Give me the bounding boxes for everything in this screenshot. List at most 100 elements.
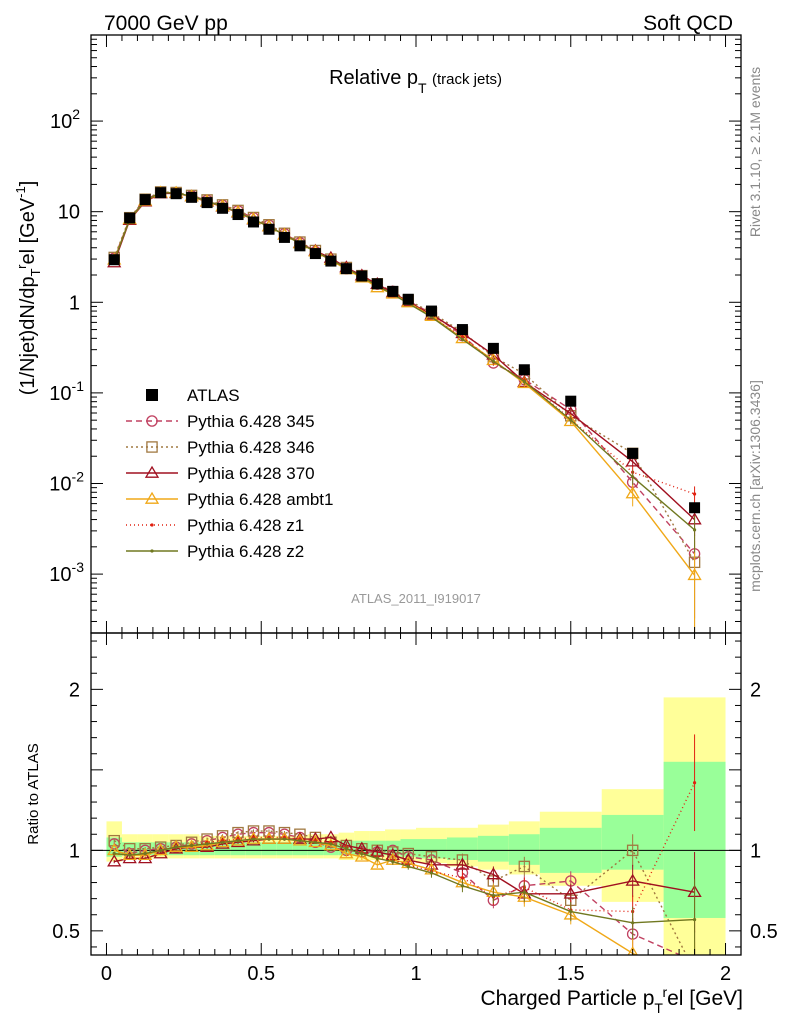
series-point-main: [522, 380, 526, 384]
series-point-ratio: [522, 890, 526, 894]
ratio-panel-series: [107, 734, 702, 976]
series-point-ratio: [689, 966, 699, 976]
series-point-ratio: [689, 956, 699, 966]
x-axis-label: Charged Particle pTrel [GeV]: [480, 984, 743, 1016]
series-point-ratio: [107, 854, 122, 867]
legend-label: Pythia 6.428 345: [187, 412, 315, 431]
atlas-data-point: [217, 202, 229, 214]
series-point-ratio: [267, 837, 271, 841]
series-point-ratio: [569, 909, 573, 914]
main-y-tick-label: 10-1: [49, 378, 84, 405]
series-point-ratio: [625, 873, 640, 886]
legend-label: Pythia 6.428 370: [187, 464, 315, 483]
atlas-data-point: [518, 364, 530, 376]
legend-entry: Pythia 6.428 z1: [126, 516, 304, 535]
main-y-tick-label: 1: [69, 292, 80, 314]
main-y-tick-label: 10: [58, 202, 80, 224]
series-point-ratio: [339, 846, 354, 859]
series-point-main: [625, 486, 640, 499]
atlas-data-point: [325, 255, 337, 267]
ratio-y-axis-label: Ratio to ATLAS: [25, 743, 42, 844]
x-tick-label: 0: [101, 963, 112, 985]
legend-marker: [146, 441, 158, 453]
series-point-ratio: [329, 842, 333, 846]
series-point-ratio: [631, 921, 635, 925]
ratio-y-tick-label-left: 1: [69, 840, 80, 862]
series-point-main: [625, 454, 640, 467]
series-point-ratio: [518, 860, 531, 873]
chart-title-sub: T: [418, 80, 427, 96]
legend-label: Pythia 6.428 346: [187, 438, 315, 457]
atlas-data-point: [340, 263, 352, 275]
series-point-main: [692, 528, 697, 532]
chart-title: Relative p: [329, 67, 418, 89]
series-point-ratio: [112, 851, 116, 856]
ylabel-part4: el [GeV: [17, 197, 39, 264]
legend-entry: ATLAS: [146, 386, 240, 405]
series-point-main: [460, 337, 465, 341]
series-point-ratio: [220, 840, 225, 844]
series-point-ratio: [282, 837, 287, 841]
mcplots-label: mcplots.cern.ch [arXiv:1306.3436]: [747, 380, 763, 592]
series-point-ratio: [406, 864, 410, 869]
series-point-main: [631, 475, 635, 479]
series-point-ratio: [298, 839, 302, 843]
legend-entry: Pythia 6.428 345: [126, 412, 315, 431]
series-point-ratio: [143, 851, 147, 856]
series-point-ratio: [563, 886, 578, 899]
series-point-ratio: [261, 831, 277, 844]
band-inner-bin: [261, 842, 277, 856]
legend-label: Pythia 6.428 z2: [187, 542, 304, 561]
series-point-ratio: [391, 860, 395, 864]
series-point-main: [692, 492, 697, 496]
atlas-data-point: [689, 502, 701, 514]
series-point-main: [491, 359, 495, 363]
atlas-data-point: [155, 187, 167, 199]
ratio-y-tick-label-right: 1: [750, 840, 761, 862]
xlabel-part1: Charged Particle p: [480, 987, 654, 1010]
series-point-ratio: [189, 843, 194, 848]
series-point-ratio: [277, 831, 292, 844]
series-point-ratio: [375, 856, 379, 861]
atlas-data-point: [170, 188, 182, 200]
legend-marker: [150, 549, 154, 553]
series-point-ratio: [251, 837, 256, 841]
ratio-uncertainty-bands: [91, 697, 741, 955]
main-y-tick-label: 10-2: [49, 469, 84, 496]
series-point-ratio: [159, 848, 163, 852]
x-tick-label: 0.5: [247, 963, 275, 985]
main-y-tick-label: 102: [50, 106, 80, 133]
series-point-ratio: [627, 946, 638, 955]
band-inner-bin: [416, 839, 447, 859]
xlabel-part4: el [GeV]: [667, 987, 743, 1010]
axis-ticks: 0 0.5 1 1.5 2 10-3 10-2 10-1 1 10 102 0.5 0.5 1 1 2 2: [49, 35, 778, 985]
series-point-ratio: [153, 846, 168, 859]
legend-label: ATLAS: [187, 386, 240, 405]
legend-marker: [146, 415, 158, 427]
atlas-data-point: [627, 447, 639, 459]
series-point-ratio: [122, 851, 137, 864]
series-point-ratio: [692, 781, 697, 785]
ylabel-part2: T: [28, 268, 43, 276]
xlabel-part2: T: [654, 1000, 663, 1016]
series-point-ratio: [138, 851, 153, 864]
series-point-ratio: [626, 844, 639, 857]
series-point-ratio: [354, 849, 369, 862]
atlas-data-point: [108, 254, 120, 266]
atlas-data-point: [402, 293, 414, 305]
series-point-ratio: [491, 893, 495, 898]
series-point-ratio: [370, 857, 385, 870]
atlas-data-point: [139, 194, 151, 206]
ylabel-part3: r: [14, 264, 29, 269]
series-point-main: [460, 335, 465, 339]
atlas-data-points: [108, 187, 701, 514]
legend-marker: [150, 523, 154, 527]
legend-marker: [144, 465, 160, 478]
ratio-y-tick-label-left: 0.5: [52, 921, 80, 943]
header-left: 7000 GeV pp: [104, 12, 228, 35]
legend-entry: Pythia 6.428 370: [126, 464, 315, 483]
atlas-data-point: [294, 240, 306, 252]
rivet-label: Rivet 3.1.10, ≥ 2.1M events: [747, 67, 763, 237]
atlas-data-point: [124, 212, 136, 224]
